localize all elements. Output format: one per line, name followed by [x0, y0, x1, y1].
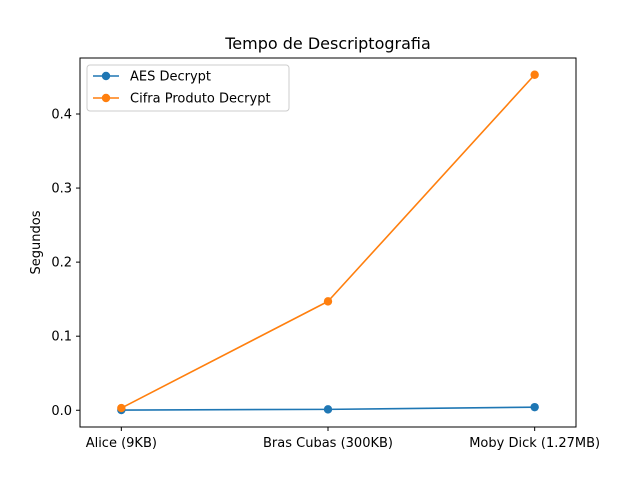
data-point [530, 402, 539, 412]
legend-marker [101, 93, 111, 103]
legend-marker [101, 71, 111, 81]
y-axis: 0.0 0.1 0.2 0.3 0.4 [51, 107, 80, 419]
y-tick-label: 0.0 [51, 404, 72, 419]
chart-title: Tempo de Descriptografia [224, 34, 431, 53]
legend: AES Decrypt Cifra Produto Decrypt [86, 64, 290, 112]
data-point [530, 70, 539, 79]
x-tick-label: Alice (9KB) [86, 436, 157, 451]
x-tick-label: Bras Cubas (300KB) [263, 436, 393, 451]
data-point [323, 297, 333, 306]
y-tick-label: 0.1 [51, 330, 72, 345]
legend-box [86, 64, 290, 112]
legend-label: Cifra Produto Decrypt [130, 92, 271, 107]
data-point [323, 405, 333, 414]
data-point [117, 403, 126, 413]
y-tick-label: 0.2 [51, 256, 72, 271]
x-tick-label: Moby Dick (1.27MB) [469, 436, 600, 451]
legend-label: AES Decrypt [130, 70, 211, 85]
series-layer [117, 70, 539, 415]
x-axis: Alice (9KB) Bras Cubas (300KB) Moby Dick (… [86, 427, 600, 451]
series-2 [117, 70, 539, 413]
y-axis-label: Segundos [29, 210, 44, 274]
y-tick-label: 0.3 [51, 182, 72, 197]
y-tick-label: 0.4 [51, 107, 72, 122]
